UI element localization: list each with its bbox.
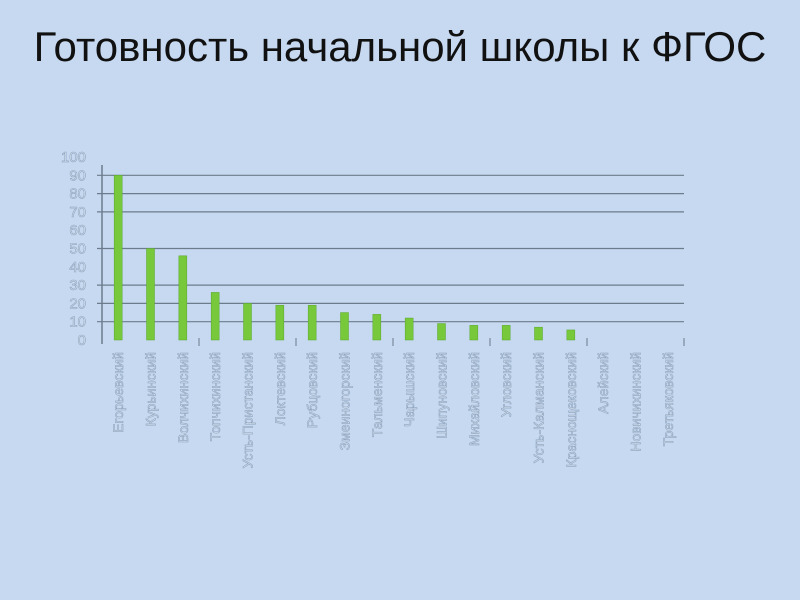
bar [178,255,188,341]
y-tick-label: 10 [69,314,86,331]
bar [469,325,479,341]
x-tick-label: Усть-Пристанский [240,352,256,469]
x-tick-label: Волчихинский [175,352,191,443]
x-tick-label: Рубцовский [304,352,320,428]
y-tick-label: 80 [69,186,86,203]
bar [566,329,576,341]
y-tick-label: 40 [69,259,86,276]
x-tick-label: Локтевский [272,352,288,425]
y-tick-label: 90 [69,167,86,184]
y-tick-label: 20 [69,295,86,312]
x-tick-label: Тальменский [369,352,385,437]
x-tick-label: Третьяковский [660,352,676,446]
x-tick-label: Краснощековский [563,352,579,468]
bar [501,325,511,341]
y-tick-label: 0 [78,332,86,349]
x-tick-label: Шипуновский [434,352,450,439]
x-tick-label: Чарышский [401,352,417,427]
bar [275,304,285,341]
bar [243,303,252,341]
y-tick-label: 100 [61,149,86,166]
chart-title: Готовность начальной школы к ФГОС [33,23,767,70]
x-tick-label: Курьинский [143,352,159,426]
x-tick-label: Новичихинский [628,352,644,452]
y-tick-label: 30 [69,277,86,294]
bar [340,312,349,341]
x-tick-label: Егорьевский [110,352,126,433]
bar [146,248,155,341]
bar [534,326,543,341]
bar [113,175,123,341]
bar [210,292,220,341]
y-tick-label: 60 [69,222,86,239]
x-tick-label: Алейский [595,352,611,414]
bar [404,317,414,341]
y-tick-label: 70 [69,204,86,221]
x-tick-label: Михайловский [466,352,482,446]
bar [307,304,317,341]
x-tick-label: Угловский [498,352,514,417]
x-tick-label: Топчихинский [207,352,223,441]
bar [372,314,382,341]
x-tick-label: Усть-Калманский [531,352,547,463]
x-tick-label: Змеиногорский [337,352,353,450]
y-tick-label: 50 [69,241,86,258]
bar [437,323,446,341]
